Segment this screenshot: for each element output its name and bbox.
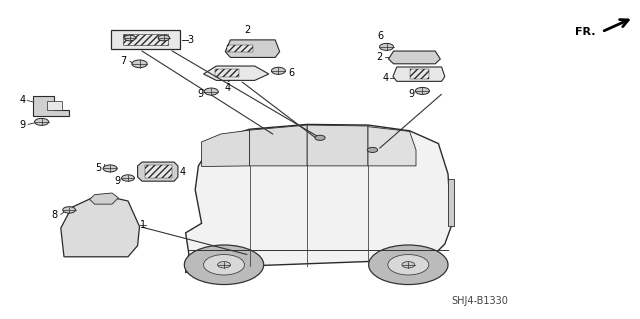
Text: 6: 6 [378, 32, 384, 41]
Polygon shape [138, 162, 178, 181]
Circle shape [271, 67, 285, 74]
Text: FR.: FR. [575, 27, 595, 37]
Circle shape [369, 245, 448, 285]
Polygon shape [448, 179, 454, 226]
Bar [410, 69, 429, 79]
Circle shape [218, 262, 230, 268]
Circle shape [122, 175, 134, 181]
Text: 2: 2 [244, 25, 251, 35]
Text: SHJ4-B1330: SHJ4-B1330 [452, 296, 508, 307]
Polygon shape [393, 67, 445, 81]
Text: 4: 4 [383, 72, 389, 83]
Polygon shape [250, 125, 307, 166]
Bar [124, 33, 168, 46]
Polygon shape [204, 66, 269, 80]
Bar [47, 101, 62, 110]
Text: 9: 9 [114, 176, 120, 186]
Bar [215, 70, 239, 77]
Circle shape [388, 255, 429, 275]
Text: 9: 9 [197, 89, 204, 99]
Text: 5: 5 [95, 163, 101, 173]
Circle shape [204, 88, 218, 95]
Circle shape [63, 207, 76, 213]
Circle shape [380, 43, 394, 50]
Circle shape [103, 165, 117, 172]
Circle shape [415, 87, 429, 94]
Circle shape [124, 35, 136, 41]
Circle shape [402, 262, 415, 268]
Text: 4: 4 [19, 95, 26, 106]
Polygon shape [186, 124, 451, 273]
Circle shape [158, 35, 170, 41]
Text: 4: 4 [224, 83, 230, 93]
Polygon shape [90, 193, 118, 204]
Text: 7: 7 [120, 56, 127, 66]
Bar [145, 165, 172, 178]
Text: 9: 9 [19, 120, 26, 130]
Circle shape [367, 147, 378, 152]
Polygon shape [33, 96, 69, 116]
Circle shape [35, 118, 49, 125]
Polygon shape [225, 40, 280, 57]
Polygon shape [61, 195, 140, 257]
Text: 4: 4 [179, 167, 186, 177]
Circle shape [132, 60, 147, 68]
Circle shape [204, 255, 244, 275]
Bar [111, 30, 180, 49]
Polygon shape [388, 51, 440, 64]
Text: 6: 6 [288, 68, 294, 78]
Text: 3: 3 [188, 34, 194, 45]
Circle shape [184, 245, 264, 285]
Polygon shape [368, 127, 416, 166]
Bar [227, 45, 253, 52]
Text: 8: 8 [51, 210, 58, 220]
Text: 1: 1 [140, 220, 146, 230]
Polygon shape [307, 125, 368, 166]
Text: 9: 9 [408, 89, 415, 99]
Circle shape [315, 135, 325, 140]
Text: 2: 2 [376, 52, 383, 63]
Polygon shape [202, 130, 250, 167]
